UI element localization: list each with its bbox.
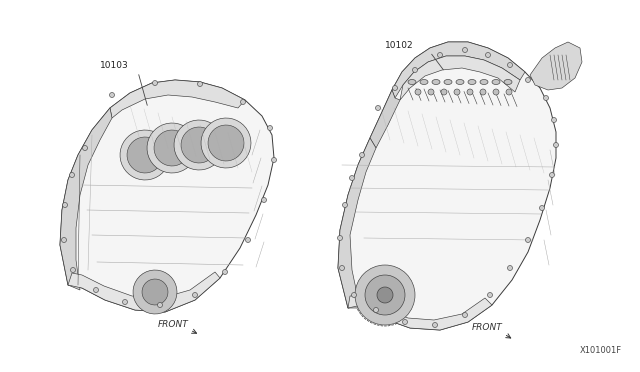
Polygon shape bbox=[392, 42, 525, 98]
Ellipse shape bbox=[432, 80, 440, 84]
Circle shape bbox=[152, 80, 157, 86]
Circle shape bbox=[441, 89, 447, 95]
Circle shape bbox=[351, 292, 356, 298]
Text: 10102: 10102 bbox=[385, 41, 413, 50]
Circle shape bbox=[365, 275, 405, 315]
Polygon shape bbox=[142, 279, 168, 305]
Polygon shape bbox=[147, 123, 197, 173]
Polygon shape bbox=[127, 137, 163, 173]
Circle shape bbox=[193, 292, 198, 298]
Circle shape bbox=[355, 265, 415, 325]
Circle shape bbox=[543, 96, 548, 100]
Ellipse shape bbox=[492, 80, 500, 84]
Circle shape bbox=[122, 299, 127, 305]
Circle shape bbox=[268, 125, 273, 131]
Circle shape bbox=[377, 287, 393, 303]
Circle shape bbox=[508, 62, 513, 67]
Circle shape bbox=[480, 89, 486, 95]
Circle shape bbox=[486, 52, 490, 58]
Circle shape bbox=[467, 89, 473, 95]
Polygon shape bbox=[60, 108, 112, 290]
Ellipse shape bbox=[468, 80, 476, 84]
Circle shape bbox=[415, 89, 421, 95]
Circle shape bbox=[550, 173, 554, 177]
Circle shape bbox=[70, 173, 74, 177]
Circle shape bbox=[493, 89, 499, 95]
Polygon shape bbox=[133, 270, 177, 314]
Text: X101001F: X101001F bbox=[580, 346, 622, 355]
Circle shape bbox=[433, 323, 438, 327]
Circle shape bbox=[157, 302, 163, 308]
Circle shape bbox=[63, 202, 67, 208]
Circle shape bbox=[349, 176, 355, 180]
Polygon shape bbox=[530, 42, 582, 90]
Circle shape bbox=[540, 205, 545, 211]
Circle shape bbox=[374, 308, 378, 312]
Circle shape bbox=[93, 288, 99, 292]
Polygon shape bbox=[338, 42, 556, 330]
Circle shape bbox=[454, 89, 460, 95]
Circle shape bbox=[488, 292, 493, 298]
Polygon shape bbox=[174, 120, 224, 170]
Circle shape bbox=[246, 237, 250, 243]
Circle shape bbox=[413, 67, 417, 73]
Circle shape bbox=[198, 81, 202, 87]
Text: FRONT: FRONT bbox=[158, 320, 189, 329]
Circle shape bbox=[223, 269, 227, 275]
Polygon shape bbox=[110, 80, 245, 118]
Ellipse shape bbox=[444, 80, 452, 84]
Polygon shape bbox=[201, 118, 251, 168]
Ellipse shape bbox=[504, 80, 512, 84]
Polygon shape bbox=[338, 138, 376, 308]
Ellipse shape bbox=[456, 80, 464, 84]
Circle shape bbox=[463, 48, 467, 52]
Ellipse shape bbox=[480, 80, 488, 84]
Text: 10103: 10103 bbox=[100, 61, 129, 70]
Circle shape bbox=[360, 153, 365, 157]
Polygon shape bbox=[154, 130, 190, 166]
Circle shape bbox=[109, 93, 115, 97]
Circle shape bbox=[339, 266, 344, 270]
Circle shape bbox=[83, 145, 88, 151]
Polygon shape bbox=[400, 56, 520, 100]
Circle shape bbox=[262, 198, 266, 202]
Polygon shape bbox=[68, 272, 220, 312]
Text: FRONT: FRONT bbox=[472, 323, 503, 332]
Circle shape bbox=[552, 118, 557, 122]
Circle shape bbox=[506, 89, 512, 95]
Polygon shape bbox=[208, 125, 244, 161]
Circle shape bbox=[337, 235, 342, 241]
Circle shape bbox=[403, 320, 408, 324]
Ellipse shape bbox=[408, 80, 416, 84]
Polygon shape bbox=[120, 130, 170, 180]
Circle shape bbox=[376, 106, 381, 110]
Circle shape bbox=[554, 142, 559, 148]
Circle shape bbox=[241, 99, 246, 105]
Circle shape bbox=[525, 237, 531, 243]
Circle shape bbox=[438, 52, 442, 58]
Ellipse shape bbox=[420, 80, 428, 84]
Polygon shape bbox=[181, 127, 217, 163]
Circle shape bbox=[525, 77, 531, 83]
Polygon shape bbox=[348, 296, 492, 330]
Circle shape bbox=[271, 157, 276, 163]
Circle shape bbox=[392, 86, 397, 90]
Circle shape bbox=[463, 312, 467, 317]
Circle shape bbox=[508, 266, 513, 270]
Circle shape bbox=[342, 202, 348, 208]
Polygon shape bbox=[60, 80, 274, 312]
Circle shape bbox=[61, 237, 67, 243]
Circle shape bbox=[428, 89, 434, 95]
Circle shape bbox=[70, 267, 76, 273]
Polygon shape bbox=[370, 90, 400, 148]
